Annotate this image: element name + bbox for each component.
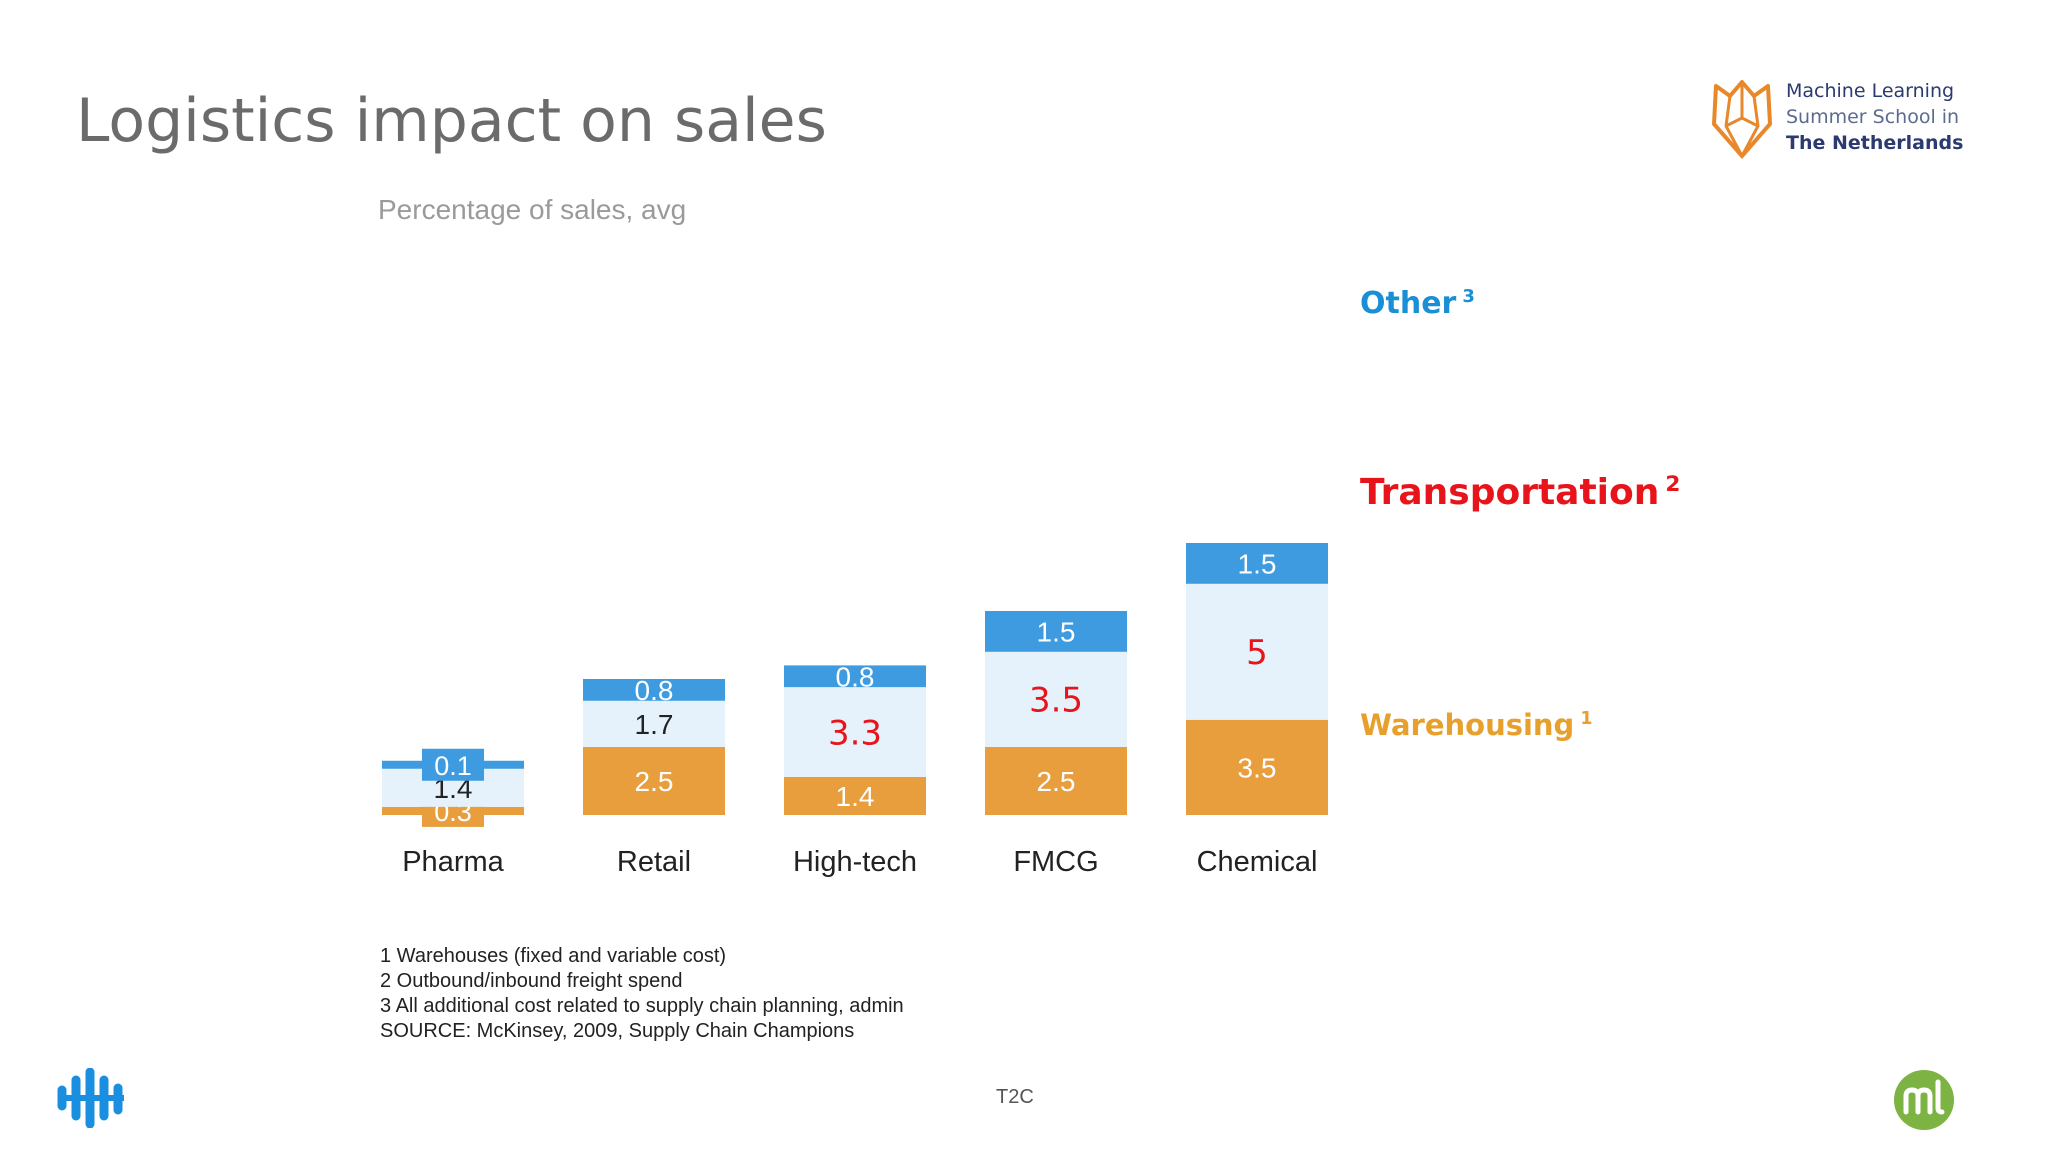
- legend-transportation: Transportation 2: [1360, 472, 1680, 513]
- bar-retail-transportation: [583, 700, 725, 747]
- value-label-retail-transportation: 1.7: [635, 709, 674, 740]
- value-label-pharma-other: 0.1: [434, 751, 472, 781]
- legend-transportation-label: Transportation: [1360, 472, 1660, 513]
- bar-high-tech-warehousing: [784, 776, 926, 815]
- category-label-high-tech: High-tech: [793, 846, 917, 878]
- bar-chemical-warehousing: [1186, 719, 1328, 815]
- value-box-pharma-other: [422, 748, 484, 781]
- bar-fmcg-warehousing: [985, 747, 1127, 815]
- value-label-high-tech-other: 0.8: [836, 661, 875, 692]
- legend-other-footnote-ref: 3: [1462, 286, 1475, 307]
- value-label-high-tech-warehousing: 1.4: [836, 781, 875, 812]
- brand-line-3: The Netherlands: [1786, 132, 1964, 154]
- legend-warehousing: Warehousing 1: [1360, 708, 1592, 742]
- footnote-source: SOURCE: McKinsey, 2009, Supply Chain Cha…: [380, 1020, 855, 1042]
- chart-subtitle: Percentage of sales, avg: [378, 194, 687, 225]
- geometric-face-icon: [1712, 80, 1772, 160]
- value-label-chemical-warehousing: 3.5: [1238, 752, 1277, 783]
- legend-warehousing-footnote-ref: 1: [1580, 709, 1593, 730]
- stacked-bar-chart: 0.31.40.1Pharma2.51.70.8Retail1.43.30.8H…: [382, 543, 1328, 878]
- footnotes: 1 Warehouses (fixed and variable cost) 2…: [380, 944, 904, 1044]
- brand-line-1: Machine Learning: [1786, 80, 1955, 102]
- value-label-retail-other: 0.8: [635, 675, 674, 706]
- ml-summer-school-logo: Machine Learning Summer School in The Ne…: [1710, 78, 1970, 162]
- footnote-1: 1 Warehouses (fixed and variable cost): [380, 945, 727, 967]
- value-label-chemical-transportation: 5: [1246, 633, 1268, 673]
- legend-other: Other 3: [1360, 286, 1475, 321]
- category-label-chemical: Chemical: [1197, 846, 1318, 878]
- footer-label: T2C: [996, 1086, 1034, 1108]
- value-label-fmcg-transportation: 3.5: [1029, 681, 1083, 721]
- value-label-chemical-other: 1.5: [1238, 548, 1277, 579]
- bar-high-tech-other: [784, 665, 926, 688]
- legend-other-label: Other: [1360, 286, 1457, 321]
- bar-chemical-transportation: [1186, 583, 1328, 720]
- category-label-pharma: Pharma: [402, 846, 504, 878]
- brand-line-2: Summer School in: [1786, 106, 1960, 128]
- bar-fmcg-transportation: [985, 651, 1127, 747]
- footnote-3: 3 All additional cost related to supply …: [380, 995, 904, 1017]
- bar-high-tech-transportation: [784, 687, 926, 777]
- legend-warehousing-label: Warehousing: [1360, 708, 1575, 742]
- value-label-high-tech-transportation: 3.3: [828, 713, 882, 753]
- category-label-fmcg: FMCG: [1013, 846, 1098, 878]
- legend-transportation-footnote-ref: 2: [1665, 472, 1681, 497]
- bar-fmcg-other: [985, 611, 1127, 652]
- category-label-retail: Retail: [617, 846, 691, 878]
- value-label-retail-warehousing: 2.5: [635, 766, 674, 797]
- slide-title: Logistics impact on sales: [76, 86, 827, 156]
- waveform-logo-icon: [57, 1068, 124, 1128]
- value-label-fmcg-other: 1.5: [1037, 616, 1076, 647]
- value-label-fmcg-warehousing: 2.5: [1037, 766, 1076, 797]
- footnote-2: 2 Outbound/inbound freight spend: [380, 970, 683, 992]
- ml-circle-logo-icon: [1894, 1070, 1954, 1130]
- bar-chemical-other: [1186, 543, 1328, 584]
- bar-retail-other: [583, 679, 725, 701]
- bar-retail-warehousing: [583, 747, 725, 815]
